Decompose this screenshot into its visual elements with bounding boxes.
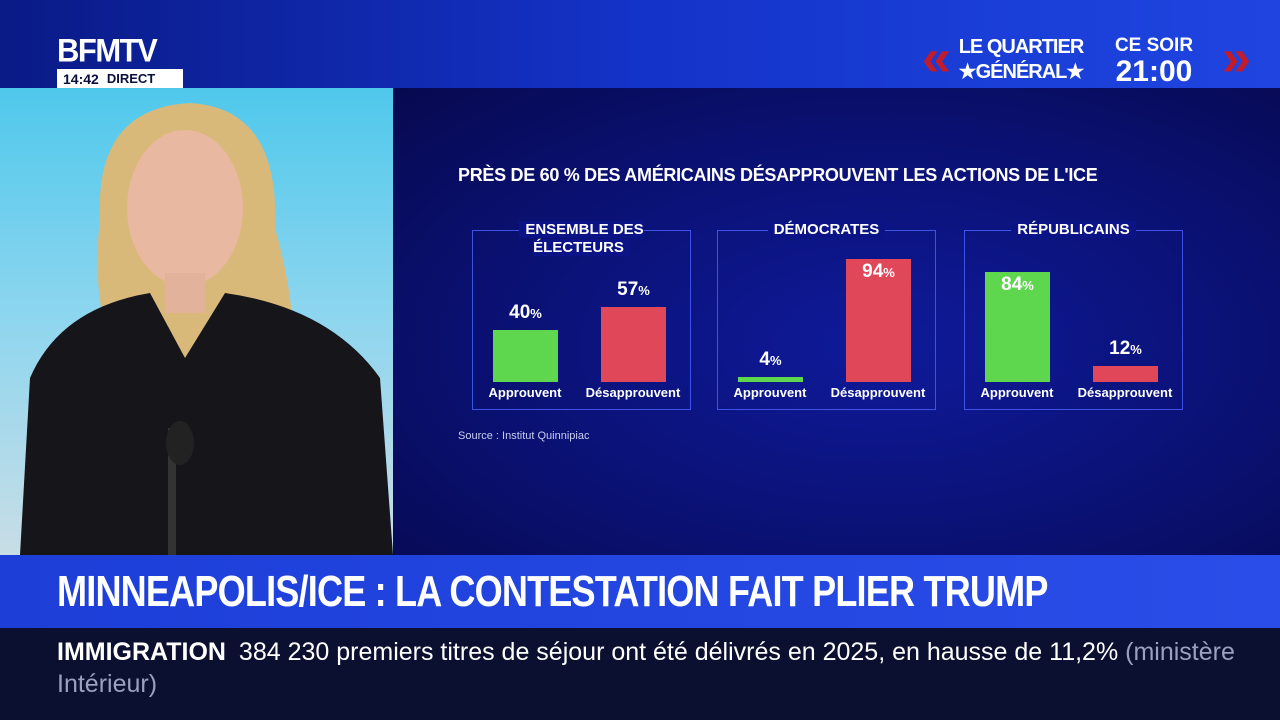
group-title: DÉMOCRATES	[718, 221, 935, 239]
data-label-unit: %	[1130, 342, 1142, 358]
ticker-keyword: IMMIGRATION	[57, 638, 226, 666]
data-label: 57%	[601, 279, 666, 301]
live-label: DIRECT	[106, 71, 156, 86]
data-label-unit: %	[770, 352, 782, 368]
chart-source: Source : Institut Quinnipiac	[458, 430, 590, 442]
data-label-unit: %	[530, 305, 542, 321]
bar-approve	[738, 376, 803, 382]
show-promo: « LE QUARTIER ★GÉNÉRAL★ CE SOIR 21:00 »	[922, 32, 1252, 88]
chart-title: PRÈS DE 60 % DES AMÉRICAINS DÉSAPPROUVEN…	[458, 165, 1098, 185]
data-label-value: 4	[759, 348, 770, 370]
bar-approve	[985, 271, 1050, 382]
category-label: Approuvent	[488, 385, 562, 400]
show-time-value: 21:00	[1115, 55, 1193, 88]
group-title-text: RÉPUBLICAINS	[1011, 221, 1136, 238]
live-clock: 14:42 DIRECT	[57, 69, 183, 88]
chart-group: RÉPUBLICAINS 84% Approuvent 12% Désapprouven…	[964, 221, 1183, 410]
bar-disapprove	[1093, 366, 1158, 382]
group-title-text: DÉMOCRATES	[767, 221, 886, 238]
category-label: Approuvent	[980, 385, 1054, 400]
show-time-label: CE SOIR	[1114, 35, 1194, 56]
ticker-text: 384 230 premiers titres de séjour ont ét…	[238, 638, 1119, 666]
presenter-video	[0, 88, 393, 555]
group-title-text: ENSEMBLE DES ÉLECTEURS	[519, 221, 644, 256]
show-name: LE QUARTIER ★GÉNÉRAL★	[958, 35, 1085, 85]
show-name-line1: LE QUARTIER	[958, 36, 1085, 58]
data-label: 84%	[985, 274, 1050, 296]
data-label-value: 12	[1109, 338, 1131, 360]
show-time: CE SOIR 21:00	[1108, 35, 1200, 87]
bar-disapprove	[601, 307, 666, 382]
group-title: ENSEMBLE DES ÉLECTEURS	[473, 221, 690, 257]
data-label: 40%	[493, 302, 558, 324]
data-label-unit: %	[883, 264, 895, 280]
category-label: Désapprouvent	[830, 385, 926, 400]
data-label-value: 57	[617, 279, 639, 301]
bar-approve	[493, 329, 558, 382]
time: 14:42	[63, 70, 99, 87]
ticker-source: (ministère Intérieur)	[57, 638, 1235, 698]
chevron-left-icon: «	[922, 29, 951, 87]
data-label-value: 84	[1001, 273, 1023, 295]
group-title: RÉPUBLICAINS	[965, 221, 1182, 239]
data-label: 4%	[738, 349, 803, 371]
news-ticker: IMMIGRATION 384 230 premiers titres de s…	[0, 628, 1280, 720]
category-label: Approuvent	[733, 385, 807, 400]
headline-banner: MINNEAPOLIS/ICE : LA CONTESTATION FAIT P…	[0, 555, 1280, 628]
chevron-right-icon: »	[1222, 29, 1251, 87]
data-label-unit: %	[1022, 277, 1034, 293]
category-label: Désapprouvent	[1077, 385, 1173, 400]
channel-logo: BFMTV	[57, 32, 158, 69]
data-label-unit: %	[638, 283, 650, 299]
chart-panel	[393, 88, 1280, 555]
bar-disapprove	[846, 258, 911, 382]
data-label-value: 94	[862, 260, 884, 282]
data-label: 12%	[1093, 338, 1158, 360]
headline-text: MINNEAPOLIS/ICE : LA CONTESTATION FAIT P…	[57, 567, 1048, 616]
presenter-silhouette	[20, 103, 393, 555]
category-label: Désapprouvent	[585, 385, 681, 400]
data-label-value: 40	[509, 301, 531, 323]
chart-group: DÉMOCRATES 4% Approuvent 94% Désapprouvent	[717, 221, 936, 410]
data-label: 94%	[846, 261, 911, 283]
chart-group: ENSEMBLE DES ÉLECTEURS 40% Approuvent 57% Dé…	[472, 221, 691, 410]
top-bar: BFMTV 14:42 DIRECT « LE QUARTIER ★GÉNÉRA…	[0, 0, 1280, 88]
show-name-line2: ★GÉNÉRAL★	[958, 61, 1085, 83]
